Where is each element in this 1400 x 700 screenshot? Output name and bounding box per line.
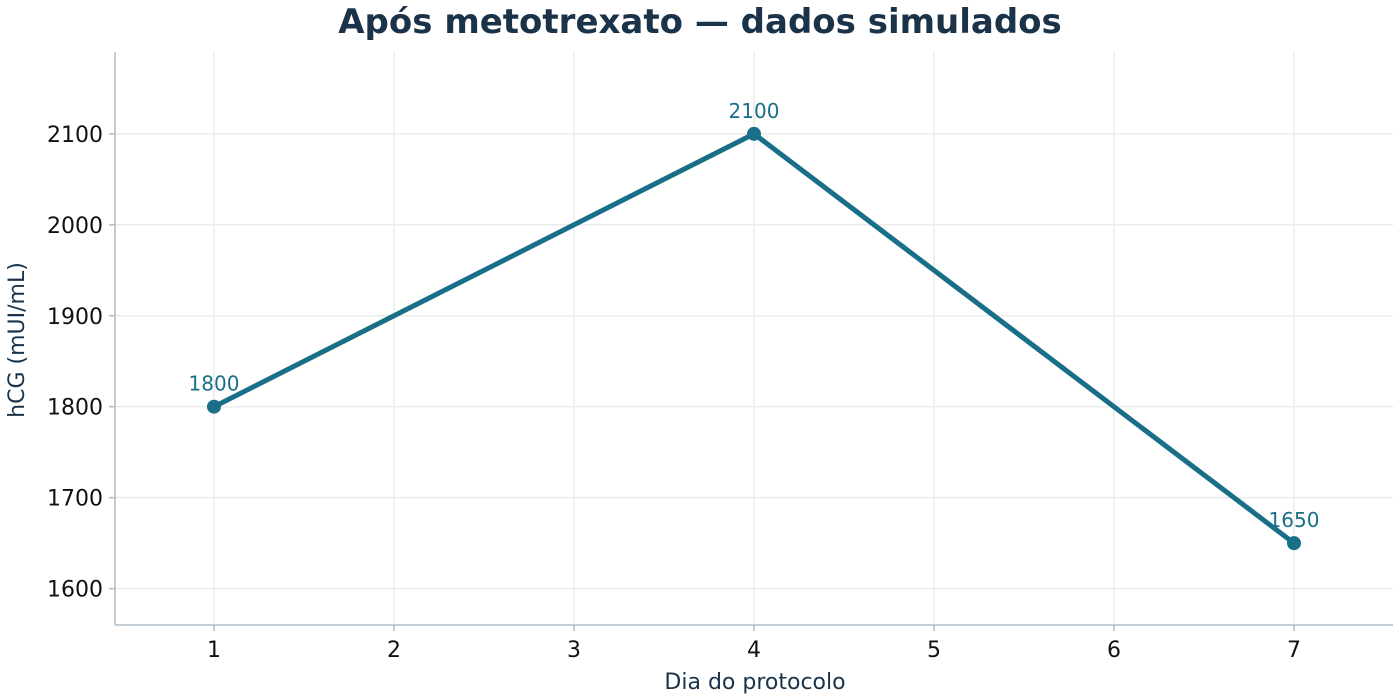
data-labels: 1800 2100 1650: [189, 99, 1320, 532]
y-axis-title: hCG (mUI/mL): [5, 262, 30, 418]
x-tick-label: 3: [567, 638, 581, 663]
grid: [115, 52, 1393, 625]
data-label: 2100: [729, 99, 780, 123]
tick-labels: 1 2 3 4 5 6 7 1600 1700 1800 1900 2000 2100: [47, 123, 1301, 663]
x-tick-label: 6: [1107, 638, 1121, 663]
y-tick-label: 2000: [47, 214, 103, 239]
x-tick-label: 1: [207, 638, 221, 663]
data-point: [747, 126, 761, 141]
x-tick-label: 7: [1287, 638, 1301, 663]
x-axis-title: Dia do protocolo: [664, 670, 845, 695]
data-point: [1287, 536, 1301, 551]
y-tick-label: 1900: [47, 305, 103, 330]
y-tick-label: 2100: [47, 123, 103, 148]
y-tick-label: 1700: [47, 487, 103, 512]
y-tick-label: 1600: [47, 578, 103, 603]
chart-title: Após metotrexato — dados simulados: [338, 2, 1062, 42]
data-label: 1650: [1269, 508, 1320, 532]
x-tick-label: 2: [387, 638, 401, 663]
x-tick-label: 4: [747, 638, 761, 663]
y-tick-label: 1800: [47, 396, 103, 421]
x-tick-label: 5: [927, 638, 941, 663]
axes: [109, 52, 1393, 631]
series: [207, 126, 1301, 551]
data-point: [207, 399, 221, 414]
data-label: 1800: [189, 372, 240, 396]
